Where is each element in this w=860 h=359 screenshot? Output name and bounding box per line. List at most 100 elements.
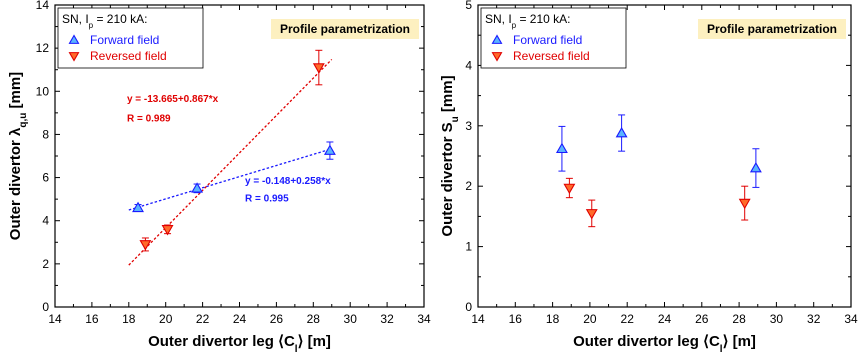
x-axis-title-rest: ⟩ [m] (298, 333, 331, 350)
fit-equation-reversed: y = -13.665+0.867*x (127, 94, 219, 105)
x-tick-label: 20 (583, 312, 597, 326)
y-tick-label: 4 (465, 58, 472, 72)
legend-entry: Reversed field (513, 49, 590, 63)
fit-line-1 (128, 148, 332, 211)
y-tick-label: 14 (36, 0, 50, 12)
x-tick-label: 28 (307, 312, 321, 326)
y-tick-label: 3 (465, 119, 472, 133)
legend-title-rest: = 210 kA: (93, 12, 147, 26)
x-tick-label: 18 (122, 312, 136, 326)
x-tick-label: 26 (270, 312, 284, 326)
data-point-forward (555, 142, 568, 154)
y-tick-label: 12 (36, 41, 50, 55)
y-axis-title-sub: q,u (18, 113, 29, 128)
y-tick-label: 8 (42, 127, 49, 141)
x-tick-label: 18 (546, 312, 560, 326)
data-point-reversed (563, 183, 576, 195)
data-point-reversed (585, 209, 598, 220)
legend-marker (68, 52, 80, 62)
y-tick-label: 5 (465, 0, 472, 12)
fit-r-reversed: R = 0.989 (127, 113, 171, 124)
y-axis-title-rest: [mm] (7, 72, 24, 113)
legend-box (480, 7, 627, 69)
data-point-forward (749, 161, 762, 173)
y-axis-title-rest: [mm] (439, 75, 456, 116)
data-point-forward (615, 126, 628, 138)
y-tick-label: 0 (42, 300, 49, 314)
x-axis-title-rest: ⟩ [m] (723, 333, 756, 350)
y-tick-label: 0 (465, 300, 472, 314)
data-point-forward (132, 201, 144, 213)
legend-title: SN, Ip = 210 kA: (485, 12, 571, 30)
legend-marker (68, 34, 80, 44)
legend-title-sub: p (89, 21, 94, 30)
x-tick-label: 14 (48, 312, 62, 326)
x-axis-title: Outer divertor leg ⟨Cl⟩ [m] (573, 333, 756, 355)
x-tick-label: 28 (732, 312, 746, 326)
x-tick-label: 24 (658, 312, 672, 326)
x-axis-title-sub: l (720, 344, 723, 355)
legend-title-main: SN, I (485, 12, 512, 26)
x-tick-label: 20 (159, 312, 173, 326)
data-point-reversed (139, 240, 152, 251)
y-tick-label: 6 (42, 171, 49, 185)
x-tick-label: 32 (380, 312, 394, 326)
x-tick-label: 34 (844, 312, 858, 326)
x-axis-title-sub: l (295, 344, 298, 355)
fit-equation-forward: y = -0.148+0.258*x (245, 176, 331, 187)
badge-label: Profile parametrization (280, 22, 410, 36)
y-tick-label: 10 (36, 84, 50, 98)
series-1 (132, 141, 336, 213)
data-point-forward (191, 182, 204, 193)
data-point-reversed (161, 225, 174, 236)
legend-box (57, 7, 204, 69)
x-tick-label: 22 (196, 312, 210, 326)
badge-label: Profile parametrization (707, 22, 837, 36)
y-axis-title: Outer divertor Su [mm] (439, 75, 461, 236)
badge-box (271, 19, 419, 39)
series-2 (563, 177, 751, 228)
y-axis-title: Outer divertor λq,u [mm] (7, 72, 29, 240)
legend-title-sub: p (512, 21, 517, 30)
data-point-forward (323, 144, 336, 155)
x-tick-label: 30 (770, 312, 784, 326)
fit-r-forward: R = 0.995 (245, 193, 289, 204)
x-tick-label: 30 (344, 312, 358, 326)
legend-marker (491, 34, 503, 44)
data-point-reversed (312, 63, 325, 74)
series-2 (139, 49, 325, 252)
y-tick-label: 1 (465, 240, 472, 254)
series-1 (555, 114, 762, 188)
x-axis-title: Outer divertor leg ⟨Cl⟩ [m] (148, 333, 331, 355)
fit-line-2 (128, 58, 333, 266)
x-tick-label: 22 (621, 312, 635, 326)
y-axis-title-main: Outer divertor λ (7, 127, 24, 240)
x-tick-label: 16 (85, 312, 99, 326)
x-tick-label: 34 (417, 312, 431, 326)
y-tick-label: 4 (42, 214, 49, 228)
x-tick-label: 24 (233, 312, 247, 326)
badge-box (698, 19, 846, 39)
x-tick-label: 32 (807, 312, 821, 326)
y-tick-label: 2 (42, 257, 49, 271)
x-tick-label: 14 (471, 312, 485, 326)
legend-entry: Forward field (513, 33, 582, 47)
legend-entry: Reversed field (90, 49, 167, 63)
x-axis-title-main: Outer divertor leg ⟨C (573, 333, 720, 350)
legend-entry: Forward field (90, 33, 159, 47)
x-tick-label: 26 (695, 312, 709, 326)
y-tick-label: 2 (465, 179, 472, 193)
y-axis-title-sub: u (450, 116, 461, 122)
x-tick-label: 16 (509, 312, 523, 326)
x-axis-title-main: Outer divertor leg ⟨C (148, 333, 295, 350)
legend-marker (491, 52, 503, 62)
legend-title-rest: = 210 kA: (516, 12, 570, 26)
legend-title: SN, Ip = 210 kA: (62, 12, 148, 30)
y-axis-title-main: Outer divertor S (439, 122, 456, 236)
legend-title-main: SN, I (62, 12, 89, 26)
data-point-reversed (738, 198, 751, 210)
